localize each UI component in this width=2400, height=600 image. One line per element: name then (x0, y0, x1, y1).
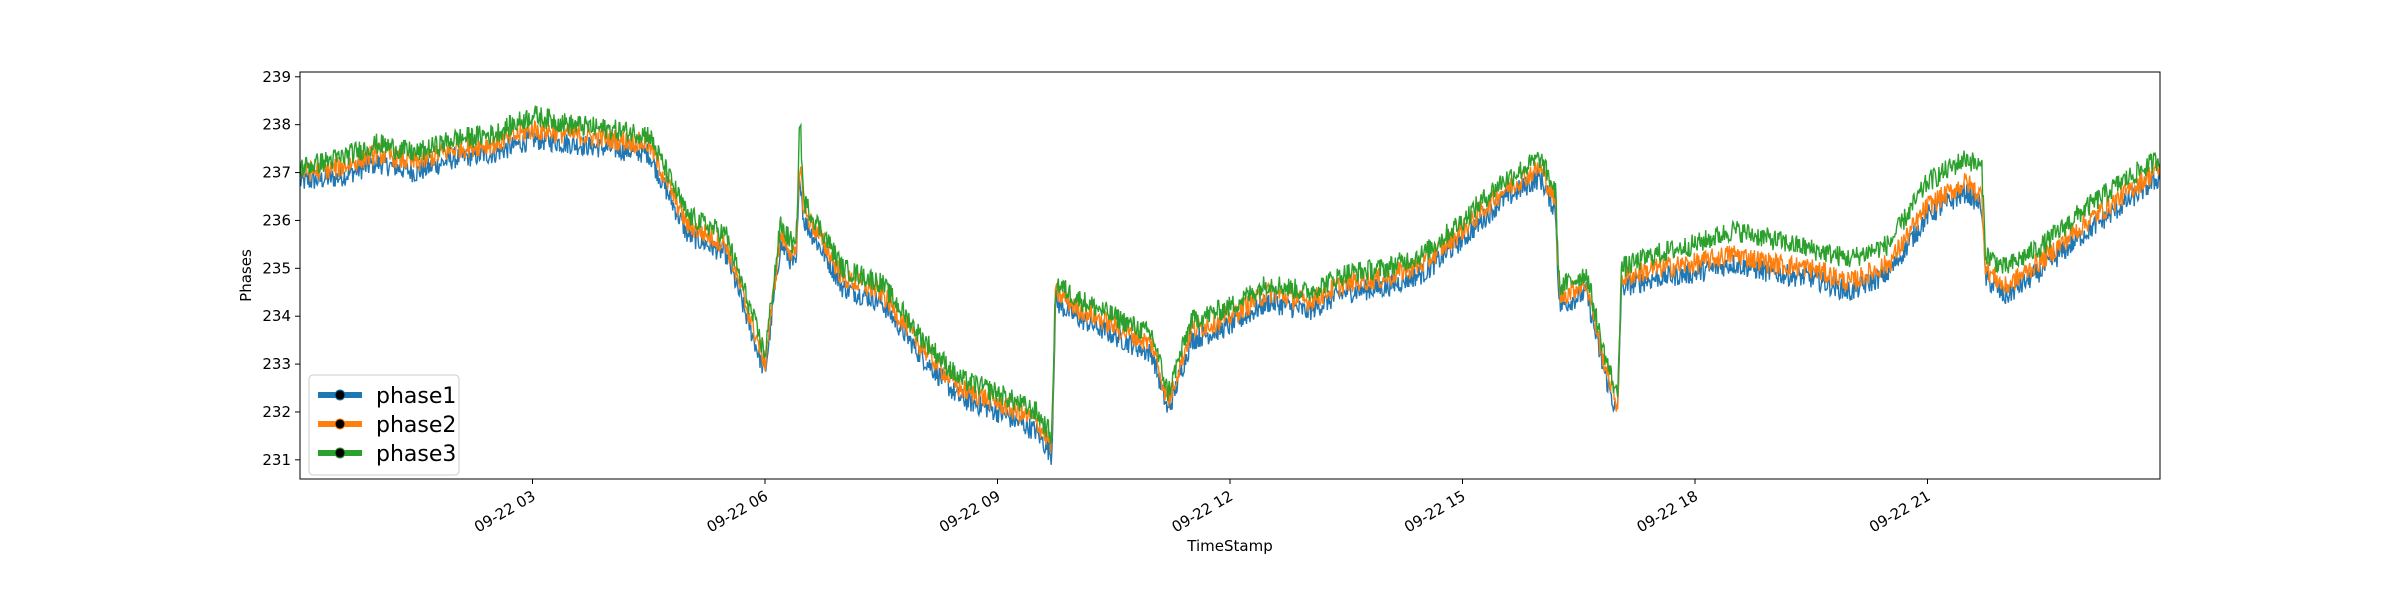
y-axis-label: Phases (237, 249, 255, 302)
legend: phase1 phase2 phase3 (308, 374, 460, 476)
y-tick-label: 236 (262, 211, 291, 229)
legend-marker-phase2 (334, 418, 346, 430)
plot-area (300, 105, 2160, 465)
legend-marker-phase1 (334, 389, 346, 401)
legend-label-phase2: phase2 (376, 413, 456, 438)
y-tick-label: 231 (262, 451, 291, 469)
y-tick-label: 239 (262, 68, 291, 86)
legend-marker-phase3 (334, 447, 346, 459)
y-tick-label: 233 (262, 355, 291, 373)
series-line-phase2 (300, 119, 2160, 454)
y-tick-label: 235 (262, 259, 291, 277)
series-line-phase3 (300, 105, 2160, 445)
y-tick-label: 234 (262, 307, 291, 325)
legend-label-phase1: phase1 (376, 384, 456, 409)
y-tick-label: 238 (262, 116, 291, 134)
legend-label-phase3: phase3 (376, 442, 456, 467)
series-lines (300, 105, 2160, 465)
y-tick-label: 232 (262, 403, 291, 421)
y-tick-label: 237 (262, 164, 291, 182)
x-axis-label: TimeStamp (1186, 537, 1272, 555)
